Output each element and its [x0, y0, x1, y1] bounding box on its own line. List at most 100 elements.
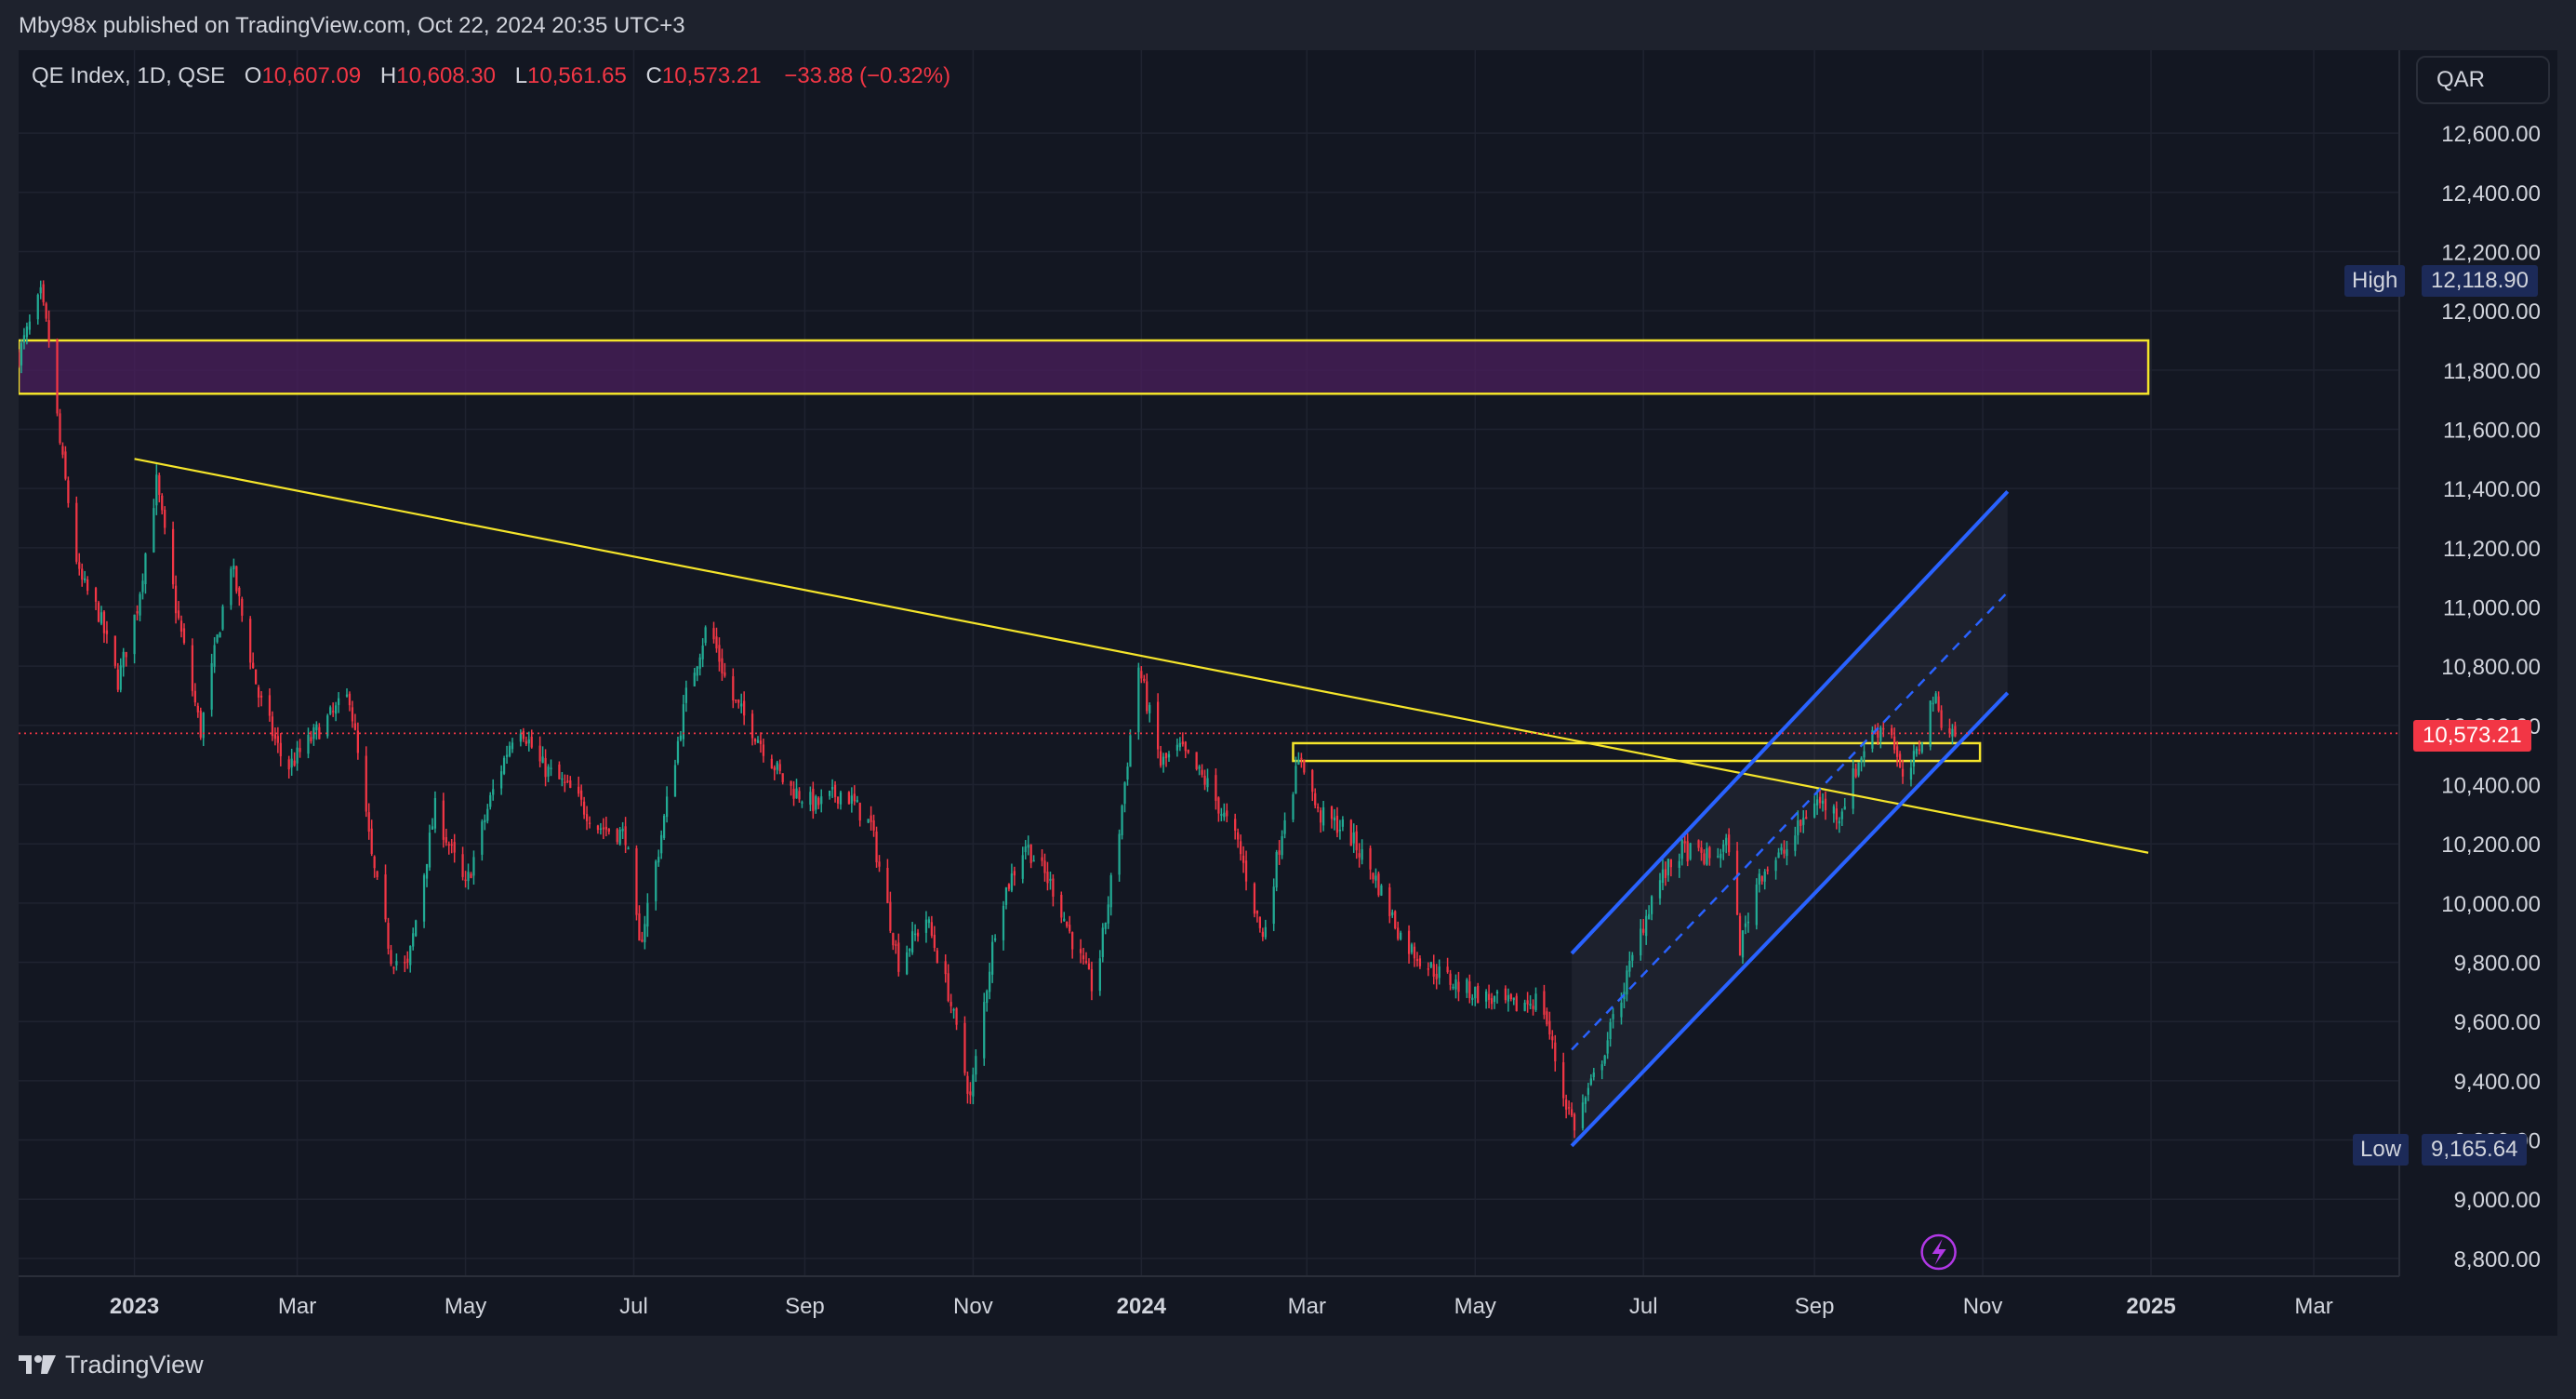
candle-body [604, 826, 607, 830]
candle-body [230, 568, 232, 606]
candle-body [1187, 749, 1189, 753]
candle-body [171, 528, 175, 585]
candle-body [1292, 794, 1295, 820]
candle-body [1278, 850, 1281, 855]
candle-body [422, 875, 426, 922]
candle-body [1377, 873, 1380, 896]
candle-body [1474, 986, 1477, 999]
candle-body [886, 867, 889, 903]
candle-body [1121, 806, 1123, 835]
candle-body [1648, 913, 1651, 920]
candle-body [370, 828, 373, 855]
candle-body [704, 627, 707, 644]
candle-body [351, 707, 354, 722]
candle-body [310, 737, 312, 741]
candle-body [621, 828, 624, 832]
candle-body [1515, 995, 1518, 1011]
candle-body [850, 795, 853, 805]
candle-body [657, 857, 660, 863]
candle-body [1295, 766, 1297, 794]
candle-body [588, 822, 591, 824]
candle-body [655, 860, 657, 901]
candle-body [524, 740, 527, 744]
candle-body [972, 1074, 975, 1097]
candle-body [1509, 993, 1512, 1000]
candle-body [916, 932, 920, 937]
y-tick-label: 12,000.00 [2441, 300, 2541, 325]
candle-body [47, 320, 50, 342]
candle-body [1471, 997, 1474, 1001]
candle-body [1063, 918, 1066, 922]
candle-body [750, 713, 754, 739]
candle-body [136, 611, 139, 614]
candle-body [1874, 732, 1877, 734]
candle-body [839, 792, 843, 805]
candle-body [464, 879, 467, 882]
candle-body [1929, 700, 1932, 747]
candle-body [1162, 756, 1165, 765]
candle-body [963, 1022, 966, 1073]
candle-body [329, 707, 332, 714]
candle-body [348, 693, 352, 706]
candle-body [1333, 817, 1336, 821]
candle-body [1669, 859, 1672, 868]
candle-body [1220, 814, 1223, 816]
candle-body [1898, 753, 1902, 767]
y-tick-label: 11,600.00 [2443, 418, 2541, 443]
price-chart[interactable]: 12,600.00 12,400.00 12,200.00 12,000.00 11,8… [19, 50, 2557, 1336]
candle-body [133, 614, 136, 655]
y-tick-label: 11,200.00 [2443, 537, 2541, 562]
candle-body [210, 663, 213, 710]
candle-body [1175, 744, 1179, 751]
candle-body [1391, 912, 1394, 915]
candle-body [1551, 1036, 1554, 1041]
currency-button[interactable]: QAR [2416, 56, 2550, 104]
candle-body [910, 931, 914, 953]
candle-body [1223, 812, 1226, 818]
candle-body [1728, 834, 1731, 853]
candle-body [1237, 832, 1240, 840]
candle-body [1400, 932, 1402, 939]
candle-body [1725, 837, 1728, 846]
candle-body [395, 961, 398, 966]
candle-body [1394, 911, 1397, 928]
candle-body [1526, 1000, 1529, 1005]
candle-body [1215, 775, 1217, 801]
candle-body [1893, 736, 1896, 751]
candle-body [219, 633, 221, 638]
candle-body [42, 284, 45, 302]
lightning-glyph [1932, 1239, 1946, 1265]
candle-body [1457, 981, 1460, 993]
candle-body [1912, 751, 1916, 767]
candle-body [1206, 778, 1209, 788]
candle-body [1349, 819, 1352, 846]
candle-body [1104, 922, 1107, 929]
candle-body [1934, 693, 1937, 703]
candle-body [740, 703, 743, 707]
candle-body [1203, 775, 1206, 785]
candle-body [1109, 875, 1112, 908]
candle-body [384, 874, 387, 920]
tradingview-brand[interactable]: TradingView [19, 1351, 204, 1379]
candle-body [273, 734, 277, 739]
chart-panel[interactable]: 12,600.00 12,400.00 12,200.00 12,000.00 11,8… [19, 50, 2557, 1336]
candle-body [1043, 860, 1046, 873]
candle-body [59, 413, 61, 444]
symbol-label[interactable]: QE Index, 1D, QSE [32, 63, 226, 88]
candle-body [1735, 850, 1739, 915]
candle-body [489, 794, 492, 807]
candle-body [177, 610, 180, 619]
candle-body [875, 831, 878, 863]
candle-body [1380, 885, 1383, 896]
candle-body [1879, 727, 1882, 741]
candle-body [1777, 852, 1780, 859]
candle-body [986, 991, 989, 1004]
candle-body [144, 553, 147, 585]
grid-lines [19, 50, 2399, 1276]
channel-lower-line [1570, 691, 2010, 1148]
candle-body [1661, 869, 1665, 884]
candle-body [815, 796, 817, 810]
candle-body [566, 780, 569, 782]
candle-body [1631, 954, 1634, 961]
candle-body [1871, 729, 1874, 749]
